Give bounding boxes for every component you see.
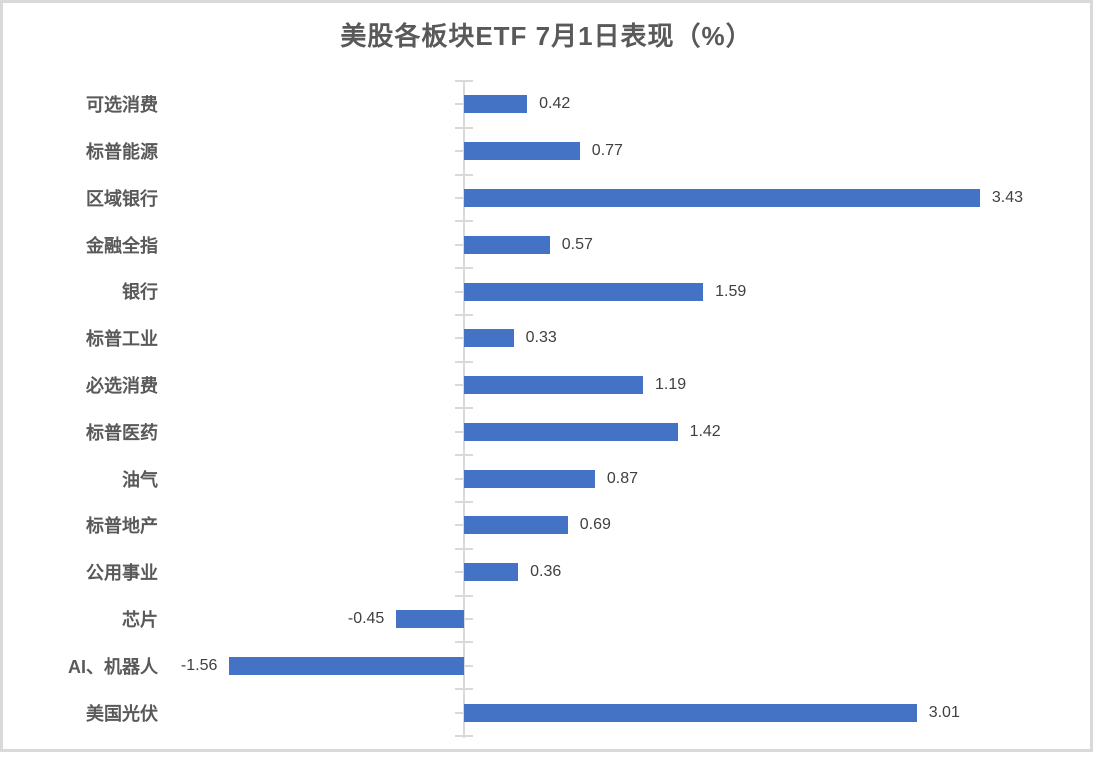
value-label: 1.42: [689, 422, 721, 440]
value-label: 0.33: [525, 329, 557, 347]
category-label: 标普工业: [86, 329, 158, 350]
bar: [464, 516, 568, 535]
category-label: 公用事业: [86, 563, 158, 584]
value-label: 0.57: [561, 235, 593, 253]
category-label: 美国光伏: [86, 703, 158, 724]
category-label: 金融全指: [86, 235, 158, 256]
value-label: 0.42: [539, 95, 571, 113]
bar: [464, 422, 678, 441]
category-axis-line: [463, 81, 465, 738]
bar: [464, 329, 514, 348]
bar: [464, 235, 550, 254]
bar: [464, 376, 643, 395]
value-label: 1.59: [715, 282, 747, 300]
bar: [464, 142, 580, 161]
category-label: 可选消费: [86, 95, 158, 116]
bar: [464, 469, 595, 488]
bar: [229, 656, 464, 675]
value-label: 0.77: [591, 142, 623, 160]
category-label: 必选消费: [86, 376, 158, 397]
value-label: 3.01: [928, 703, 960, 721]
bar: [396, 609, 464, 628]
bar: [464, 95, 528, 114]
category-label: 标普医药: [86, 422, 158, 443]
value-label: 0.36: [530, 563, 562, 581]
category-label: AI、机器人: [68, 656, 158, 677]
value-label: -0.45: [347, 609, 385, 627]
value-label: 1.19: [654, 376, 687, 394]
bar: [464, 563, 519, 582]
bar: [464, 703, 917, 722]
category-label: 银行: [122, 282, 158, 303]
bar: [464, 282, 704, 301]
value-label: -1.56: [180, 656, 218, 674]
category-label: 区域银行: [86, 188, 158, 209]
category-label: 标普地产: [86, 516, 158, 537]
value-label: 3.43: [991, 188, 1023, 206]
category-label: 标普能源: [86, 142, 158, 163]
bar: [464, 188, 980, 207]
value-label: 0.87: [606, 469, 638, 487]
chart-title: 美股各板块ETF 7月1日表现（%）: [340, 21, 753, 51]
category-label: 油气: [122, 469, 158, 490]
value-label: 0.69: [579, 516, 611, 534]
category-label: 芯片: [122, 609, 158, 630]
